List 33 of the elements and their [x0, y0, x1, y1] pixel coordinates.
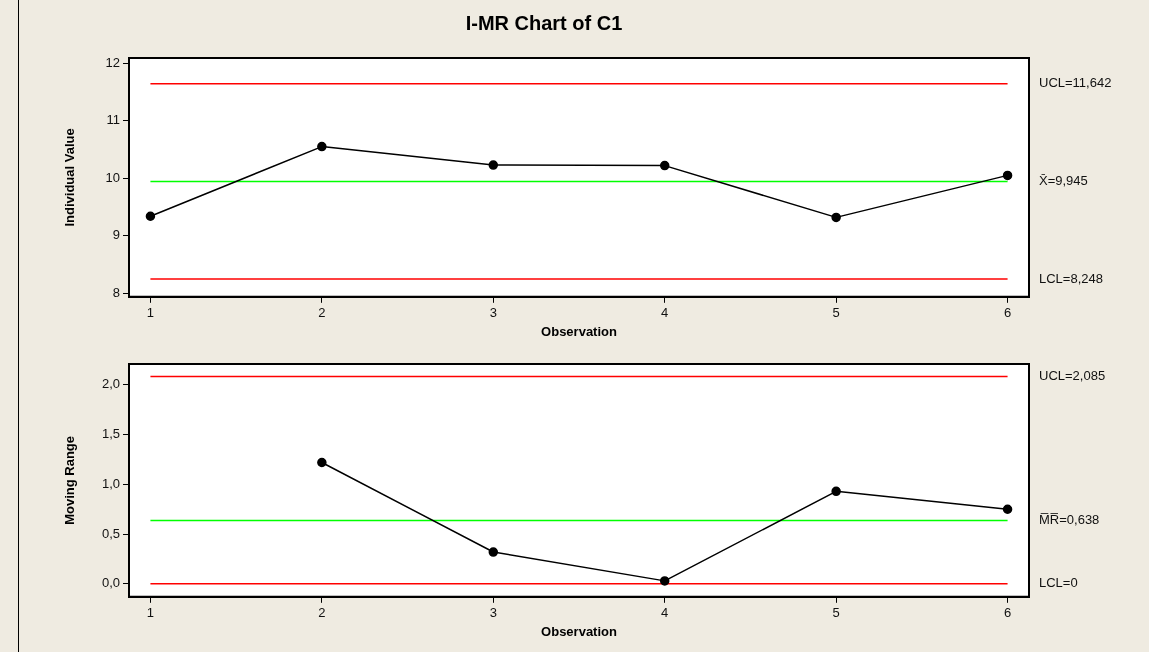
- ref-line-label: M̅R̅=0,638: [1039, 511, 1100, 527]
- y-tick-label: 10: [105, 169, 120, 185]
- x-tick-label: 3: [489, 605, 497, 621]
- ref-line-label: UCL=11,642: [1039, 75, 1112, 91]
- x-tick-label: 6: [1003, 605, 1012, 621]
- x-tick-label: 5: [832, 305, 840, 321]
- y-axis-title: Moving Range: [62, 435, 78, 525]
- y-tick-label: 12: [105, 54, 120, 70]
- x-tick-label: 4: [661, 305, 669, 321]
- x-tick-label: 1: [146, 305, 155, 321]
- y-tick-label: 1,0: [101, 475, 120, 491]
- y-tick-label: 0,0: [101, 575, 120, 591]
- x-tick-label: 2: [318, 305, 326, 321]
- chart-title: I-MR Chart of C1: [465, 11, 623, 34]
- ref-line-label: LCL=0: [1039, 575, 1078, 591]
- x-tick-label: 6: [1003, 305, 1012, 321]
- ref-line-label: X̄=9,945: [1039, 173, 1088, 189]
- y-tick-label: 11: [106, 112, 120, 128]
- x-tick-label: 1: [146, 605, 155, 621]
- y-axis-title: Individual Value: [62, 128, 78, 227]
- y-tick-label: 9: [112, 227, 120, 243]
- x-axis-title: Observation: [541, 623, 617, 639]
- ref-line-label: UCL=2,085: [1039, 368, 1106, 384]
- y-tick-label: 8: [112, 284, 120, 300]
- x-tick-label: 4: [661, 605, 669, 621]
- x-tick-label: 5: [832, 605, 840, 621]
- y-tick-label: 0,5: [101, 525, 120, 541]
- y-tick-label: 1,5: [101, 426, 120, 442]
- x-tick-label: 2: [318, 605, 326, 621]
- x-axis-title: Observation: [541, 323, 617, 339]
- y-tick-label: 2,0: [101, 376, 120, 392]
- ref-line-label: LCL=8,248: [1039, 270, 1103, 286]
- x-tick-label: 3: [489, 305, 497, 321]
